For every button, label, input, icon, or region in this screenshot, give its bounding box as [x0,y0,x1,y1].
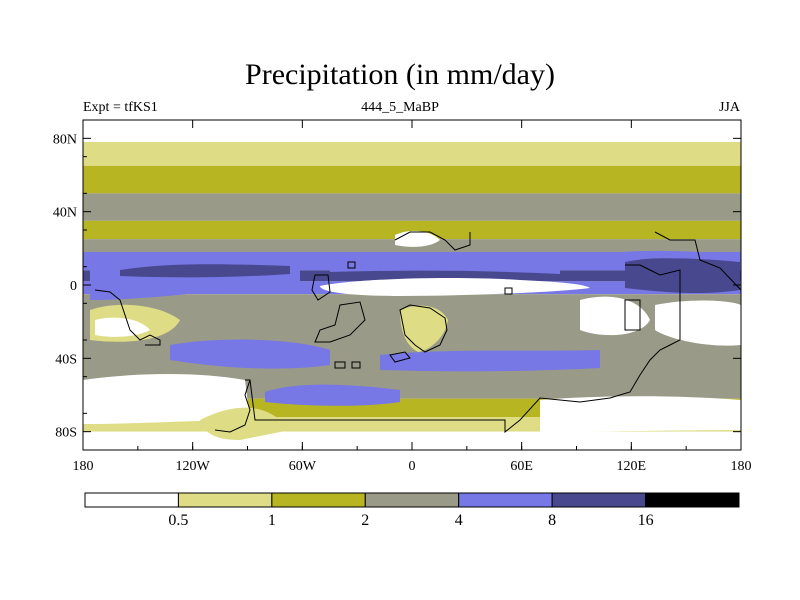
y-tick-label: 80S [55,426,77,441]
precip-band [83,270,741,282]
southwest-dry-patch [95,317,150,337]
asia-outline [624,299,641,331]
precip-band [83,193,741,221]
southern-wet-band [380,350,600,372]
african-patch [400,305,448,352]
map-title: Precipitation (in mm/day) [245,58,555,91]
precip-band [83,165,741,194]
x-tick-label: 60W [289,459,317,474]
south-america-outline [311,274,331,301]
colorbar-level-label: 8 [548,512,556,529]
x-tick-label: 180 [73,459,94,474]
colorbar-swatch [458,492,553,508]
x-tick-label: 120E [617,459,647,474]
africa-outline [399,304,448,353]
colorbar-level-label: 0.5 [168,512,188,529]
asia-outline [245,264,681,434]
tropical-wet-band [330,257,560,274]
x-tick-label: 60E [510,459,533,474]
islands-outline [389,351,411,363]
y-tick-label: 80N [53,132,77,147]
colorbar: 0.5 1 2 4 8 16 [84,492,740,529]
colorbar-swatch [271,492,366,508]
y-tick-label: 0 [70,279,77,294]
precip-band [83,142,741,166]
south-america-outline [314,301,366,343]
x-tick-label: 0 [409,459,416,474]
continent-outlines [94,231,741,434]
season-label: JJA [718,100,740,115]
antarctic-outline [214,379,251,433]
precip-band [83,220,741,240]
regional-features [83,230,741,440]
y-tick-label: 40N [53,206,77,221]
north-atlantic-patch [395,230,440,247]
colorbar-level-label: 2 [361,512,369,529]
colorbar-swatch [177,492,273,508]
east-coast-outline [654,231,741,291]
period-label: 444_5_MaBP [361,100,439,115]
axis-ticks: 80N 40N 0 40S 80S 180 120W 60W 0 60E 120E 180 [53,119,752,474]
y-tick-label: 40S [55,352,77,367]
islands-outline [347,261,513,295]
precip-band [83,120,741,142]
experiment-label: Expt = tfKS1 [83,100,158,115]
antarctic-dry [83,374,250,424]
southern-wet-band [170,339,330,369]
colorbar-level-label: 1 [268,512,276,529]
northern-outline [394,231,471,251]
colorbar-swatch [551,492,647,508]
colorbar-level-label: 4 [455,512,463,529]
southern-ocean-wet [265,384,400,406]
east-dry-region [655,300,741,346]
precipitation-field [83,120,741,450]
antarctic-dry [540,396,741,432]
asian-monsoon-band [600,250,740,262]
colorbar-swatch [84,492,179,508]
colorbar-swatch [645,492,740,508]
x-tick-label: 120W [176,459,211,474]
east-dry-region [580,296,650,336]
tropical-wet-band [120,264,290,278]
x-tick-label: 180 [731,459,752,474]
colorbar-level-label: 16 [638,512,654,529]
islands-outline [94,289,161,346]
colorbar-swatch [364,492,460,508]
equatorial-dry-strip [320,278,590,296]
asian-monsoon-core [625,257,740,294]
islands-outline [334,361,361,369]
